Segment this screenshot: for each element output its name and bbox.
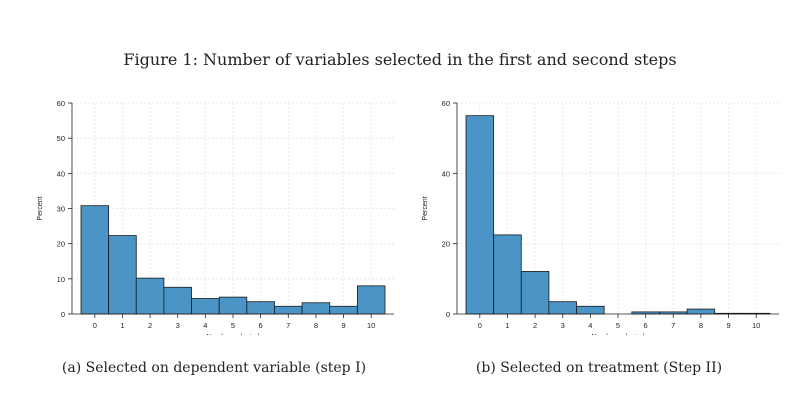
x-tick-label: 9 [726,321,730,330]
x-tick-label: 7 [671,321,675,330]
x-tick-label: 4 [203,321,207,330]
bar-3 [548,301,577,315]
histogram-b: 0 20 40 60 0 1 2 3 4 5 6 7 8 9 10 Number selected Percen… [422,99,779,335]
y-tick-label: 0 [446,310,450,319]
x-tick-label: 9 [341,321,345,330]
bar-4 [191,298,220,315]
bar-9 [329,305,358,315]
y-tick-label: 10 [57,275,65,284]
x-tick-label: 1 [120,321,124,330]
bar-0 [80,205,110,315]
x-tick-label: 3 [176,321,180,330]
histogram-a: 0 10 20 30 40 50 60 0 1 2 3 4 5 6 7 8 9 10 Number selected… [37,99,394,335]
x-tick-label: 0 [478,321,482,330]
bar-2 [520,271,550,315]
bar-7 [274,305,303,315]
y-tick-label: 60 [442,99,450,108]
caption-b: (b) Selected on treatment (Step II) [475,360,723,376]
bar-6 [246,301,275,315]
x-tick-label: 6 [259,321,263,330]
x-tick-label: 2 [533,321,537,330]
y-tick-label: 20 [57,240,65,249]
x-tick-label: 3 [561,321,565,330]
x-tick-label: 8 [699,321,703,330]
bar-1 [108,235,137,315]
y-tick-label: 30 [57,205,65,214]
y-axis-title: Percent [422,196,429,220]
y-tick-label: 40 [57,169,65,178]
bar-10 [356,285,386,315]
x-tick-label: 4 [588,321,592,330]
y-tick-label: 40 [442,169,450,178]
chart-panel-a: 0 10 20 30 40 50 60 0 1 2 3 4 5 6 7 8 9 10 Number selected… [28,95,400,335]
x-tick-label: 5 [231,321,235,330]
y-tick-label: 20 [442,240,450,249]
x-tick-label: 0 [93,321,97,330]
y-tick-label: 50 [57,134,65,143]
bar-4 [576,305,605,315]
x-tick-label: 1 [505,321,509,330]
bar-1 [493,234,522,315]
x-tick-label: 7 [286,321,290,330]
x-tick-label: 8 [314,321,318,330]
chart-panel-b: 0 20 40 60 0 1 2 3 4 5 6 7 8 9 10 Number selected Percen… [413,95,785,335]
x-axis-title: Number selected [207,334,260,335]
figure-title: Figure 1: Number of variables selected i… [123,50,677,69]
bar-8 [686,308,716,315]
x-tick-label: 2 [148,321,152,330]
y-tick-label: 60 [57,99,65,108]
x-axis-title: Number selected [592,334,645,335]
bar-3 [163,286,192,315]
bar-5 [218,296,248,315]
bar-0 [465,115,495,315]
x-tick-label: 10 [367,321,375,330]
bar-8 [301,302,331,315]
x-tick-label: 5 [616,321,620,330]
y-tick-label: 0 [61,310,65,319]
caption-a: (a) Selected on dependent variable (step… [61,360,367,376]
x-tick-label: 10 [752,321,760,330]
y-axis-title: Percent [37,196,44,220]
bar-2 [135,277,165,315]
x-tick-label: 6 [644,321,648,330]
